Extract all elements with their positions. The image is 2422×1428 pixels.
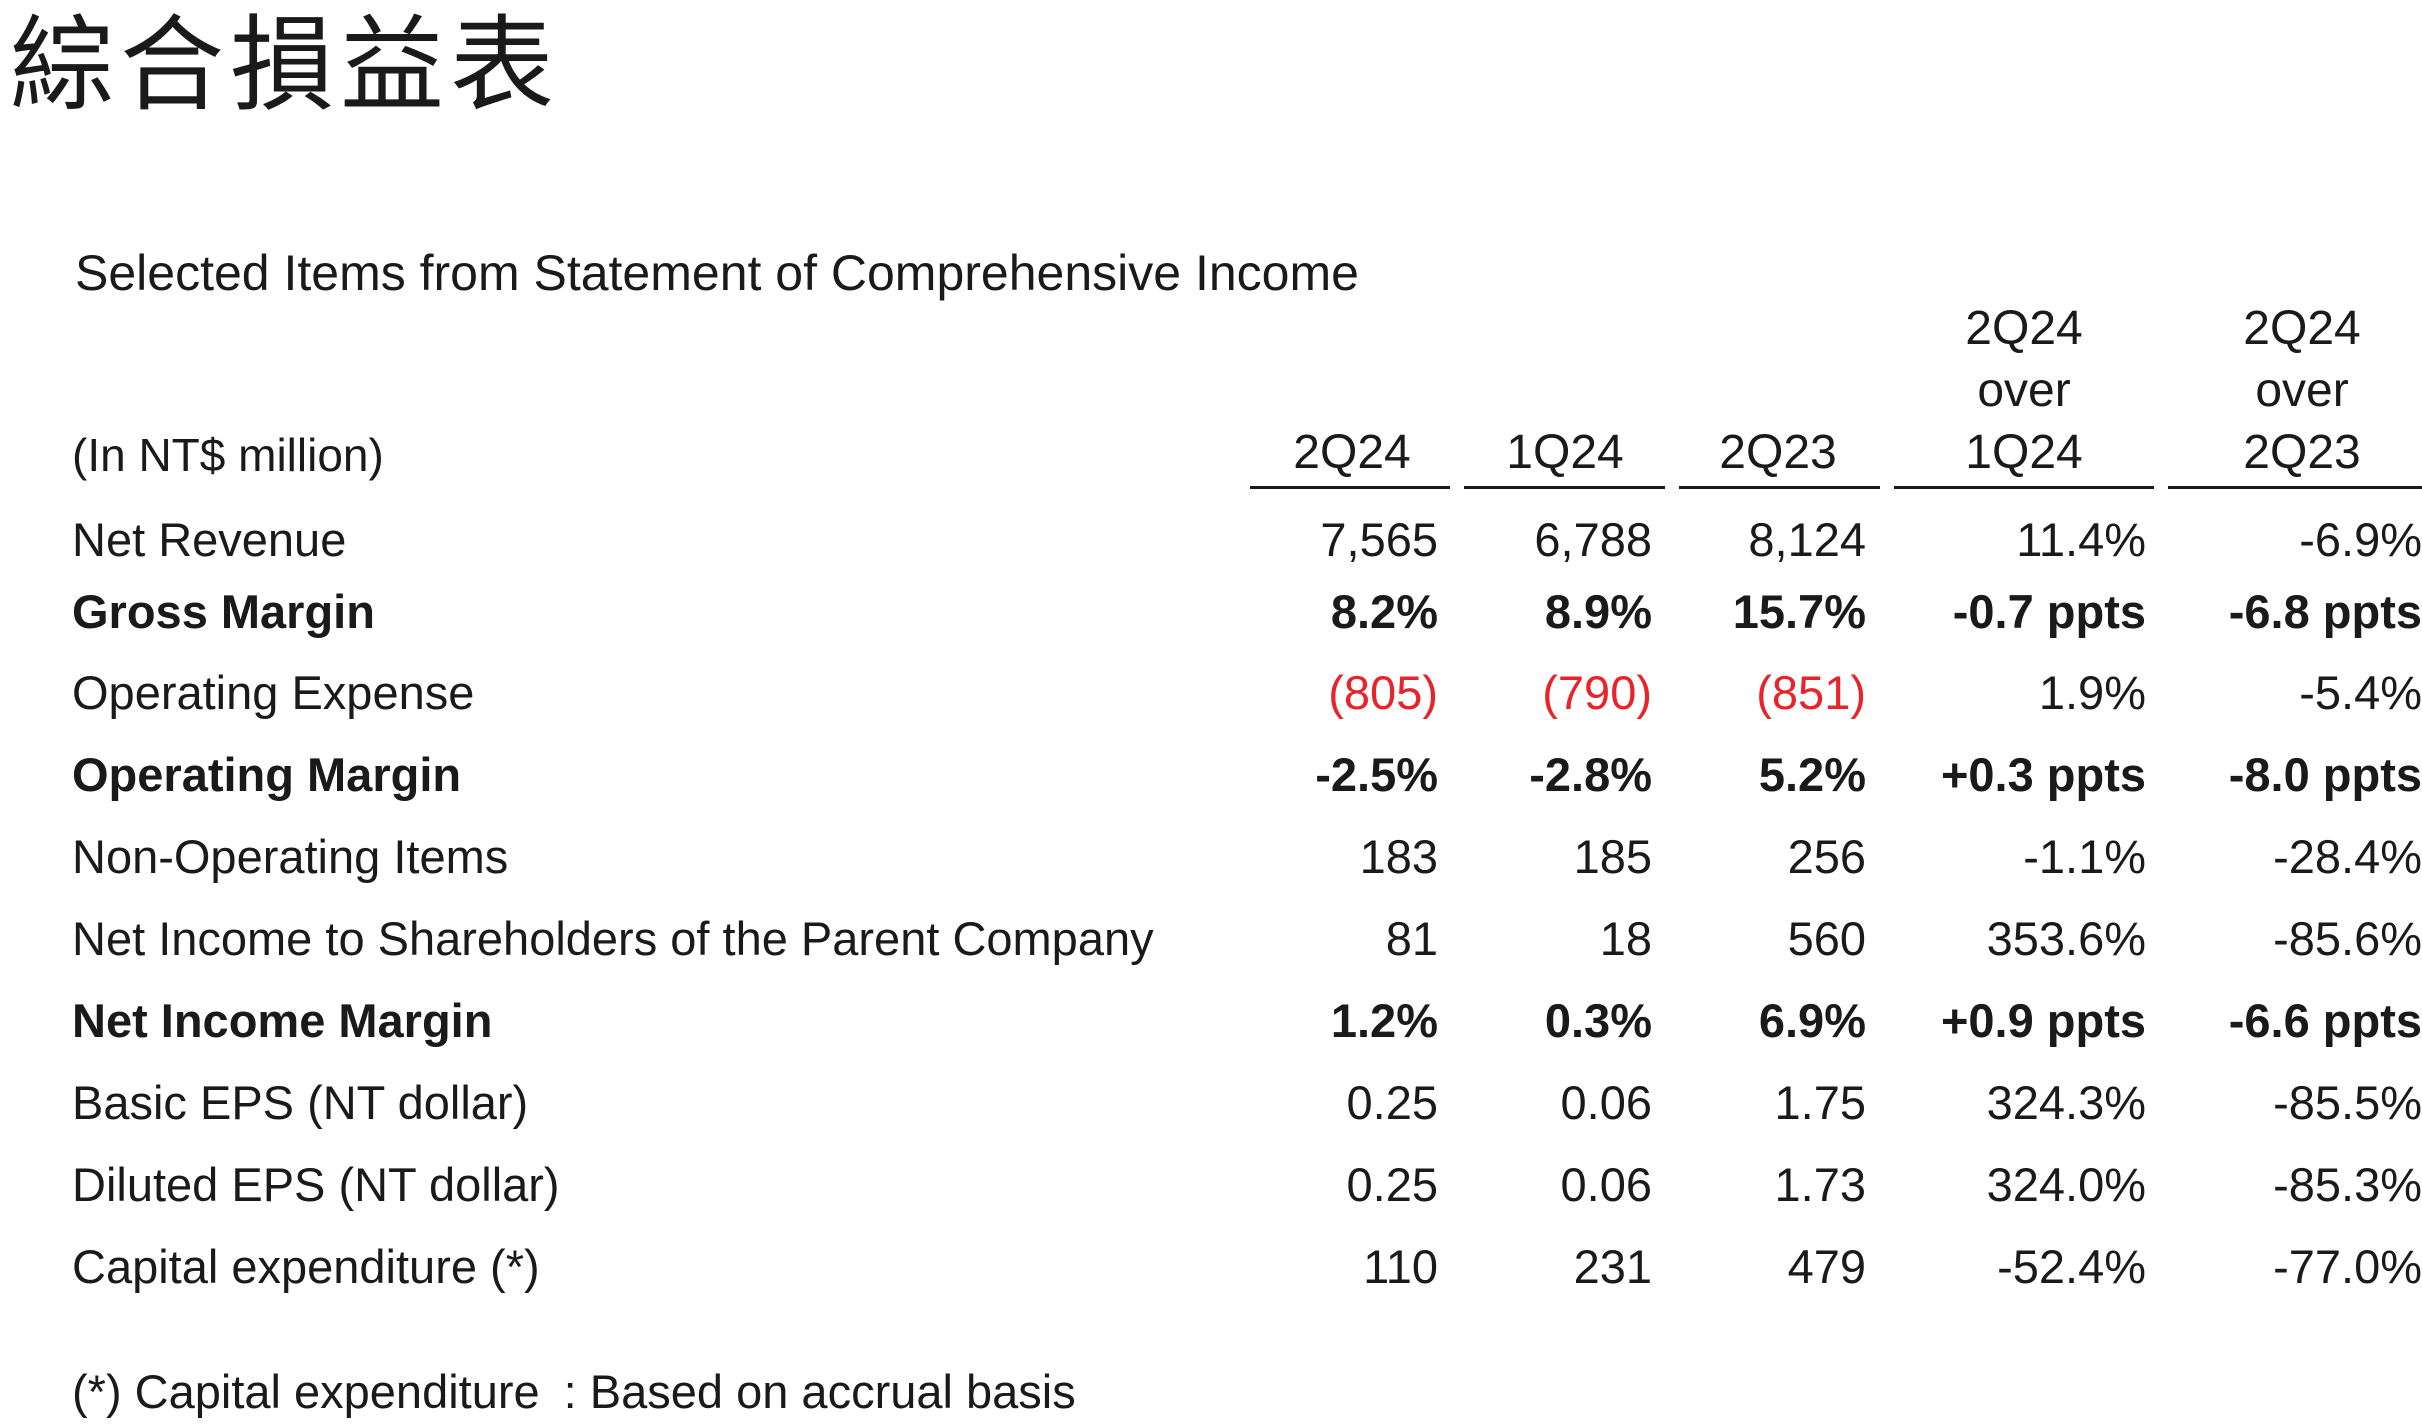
row-label: Diluted EPS (NT dollar): [72, 1158, 560, 1211]
column-header-line: 2Q24: [1293, 426, 1411, 479]
table-cell: 8.2%: [1330, 585, 1438, 638]
page-title: 綜合損益表: [10, 4, 561, 126]
table-cell: 1.2%: [1330, 994, 1438, 1047]
table-cell: 0.25: [1346, 1158, 1438, 1211]
column-header: 2Q24 over 1Q24: [1874, 298, 2174, 484]
column-header-line: over: [1977, 364, 2071, 417]
table-cell: 8.9%: [1544, 585, 1652, 638]
unit-label: (In NT$ million): [72, 429, 384, 481]
table-cell: -52.4%: [1997, 1240, 2146, 1293]
row-label: Operating Margin: [72, 748, 462, 801]
row-label: Non-Operating Items: [72, 830, 509, 883]
row-label: Capital expenditure (*): [72, 1240, 540, 1293]
column-header-line: 2Q24: [1965, 302, 2083, 355]
footnote-mark: (*) Capital expenditure: [72, 1365, 540, 1418]
table-cell: 353.6%: [1986, 912, 2146, 965]
table-cell: -2.5%: [1315, 748, 1438, 801]
table-cell: 324.3%: [1986, 1076, 2146, 1129]
table-cell: -5.4%: [2299, 666, 2422, 719]
column-header-line: 2Q23: [2243, 426, 2361, 479]
table-cell: -8.0 ppts: [2228, 748, 2422, 801]
table-row: Diluted EPS (NT dollar) 0.25 0.06 1.73 324.0…: [0, 1145, 2422, 1225]
column-header-line: 1Q24: [1506, 426, 1624, 479]
column-header-rule: [1464, 486, 1665, 489]
table-cell: -85.3%: [2273, 1158, 2422, 1211]
table-cell: 560: [1787, 912, 1866, 965]
table-cell: +0.9 ppts: [1940, 994, 2146, 1047]
table-cell: -6.8 ppts: [2228, 585, 2422, 638]
table-cell: -77.0%: [2273, 1240, 2422, 1293]
table-cell: 1.73: [1774, 1158, 1866, 1211]
table-cell: 479: [1787, 1240, 1866, 1293]
row-label: Basic EPS (NT dollar): [72, 1076, 529, 1129]
column-header-rule: [1894, 486, 2154, 489]
table-cell: (805): [1328, 666, 1438, 719]
table-row: Capital expenditure (*) 110 231 479 -52.4% -7…: [0, 1227, 2422, 1307]
column-header-line: 1Q24: [1965, 426, 2083, 479]
table-row: Non-Operating Items 183 185 256 -1.1% -28.4%: [0, 817, 2422, 897]
column-header-rule: [1250, 486, 1450, 489]
table-row: Basic EPS (NT dollar) 0.25 0.06 1.75 324.3% -…: [0, 1063, 2422, 1143]
table-cell: 324.0%: [1986, 1158, 2146, 1211]
table-row: Net Revenue 7,565 6,788 8,124 11.4% -6.9%: [0, 500, 2422, 580]
table-cell: 0.25: [1346, 1076, 1438, 1129]
table-cell: 0.3%: [1544, 994, 1652, 1047]
section-title: Selected Items from Statement of Compreh…: [75, 245, 1359, 301]
column-header: 2Q24 over 2Q23: [2152, 298, 2422, 484]
table-cell: 18: [1599, 912, 1652, 965]
table-cell: 183: [1359, 830, 1438, 883]
table-row: Net Income to Shareholders of the Parent…: [0, 899, 2422, 979]
column-header-line: 2Q24: [2243, 302, 2361, 355]
table-cell: -6.6 ppts: [2228, 994, 2422, 1047]
table-cell: +0.3 ppts: [1940, 748, 2146, 801]
table-row: Operating Margin -2.5% -2.8% 5.2% +0.3 ppts -…: [0, 735, 2422, 815]
column-header: 1Q24: [1415, 422, 1715, 484]
table-cell: 1.75: [1774, 1076, 1866, 1129]
table-cell: 7,565: [1320, 513, 1438, 566]
row-label: Gross Margin: [72, 585, 375, 638]
column-header: 2Q24: [1202, 422, 1502, 484]
table-cell: 0.06: [1560, 1076, 1652, 1129]
column-header-rule: [2168, 486, 2422, 489]
table-cell: -85.6%: [2273, 912, 2422, 965]
table-row: Operating Expense (805) (790) (851) 1.9% -5.4…: [0, 653, 2422, 733]
column-header: 2Q23: [1628, 422, 1928, 484]
table-cell: 231: [1573, 1240, 1652, 1293]
column-header-line: 2Q23: [1719, 426, 1837, 479]
row-label: Net Revenue: [72, 513, 347, 566]
table-cell: -6.9%: [2299, 513, 2422, 566]
table-cell: 256: [1787, 830, 1866, 883]
table-cell: 6.9%: [1758, 994, 1866, 1047]
table-cell: 5.2%: [1758, 748, 1866, 801]
table-cell: 81: [1385, 912, 1438, 965]
column-header-rule: [1679, 486, 1880, 489]
table-cell: -0.7 ppts: [1952, 585, 2146, 638]
footnote-separator: :: [563, 1365, 577, 1418]
table-cell: 6,788: [1534, 513, 1652, 566]
table-cell: 185: [1573, 830, 1652, 883]
table-cell: 8,124: [1748, 513, 1866, 566]
table-cell: 1.9%: [2038, 666, 2146, 719]
row-label: Net Income Margin: [72, 994, 493, 1047]
table-cell: 0.06: [1560, 1158, 1652, 1211]
table-cell: (790): [1542, 666, 1652, 719]
table-cell: 110: [1363, 1240, 1438, 1293]
table-cell: 15.7%: [1732, 585, 1866, 638]
table-cell: -85.5%: [2273, 1076, 2422, 1129]
table-cell: -1.1%: [2023, 830, 2146, 883]
column-header-line: over: [2255, 364, 2349, 417]
table-row: Net Income Margin 1.2% 0.3% 6.9% +0.9 ppts -6…: [0, 981, 2422, 1061]
table-cell: -28.4%: [2273, 830, 2422, 883]
row-label: Net Income to Shareholders of the Parent…: [72, 912, 1154, 965]
table-cell: (851): [1756, 666, 1866, 719]
footnote: (*) Capital expenditure: Based on accrua…: [72, 1366, 1076, 1418]
table-cell: 11.4%: [2016, 513, 2146, 566]
row-label: Operating Expense: [72, 666, 475, 719]
footnote-text: Based on accrual basis: [589, 1365, 1076, 1418]
table-row: Gross Margin 8.2% 8.9% 15.7% -0.7 ppts -6.8 p…: [0, 572, 2422, 652]
table-cell: -2.8%: [1529, 748, 1652, 801]
